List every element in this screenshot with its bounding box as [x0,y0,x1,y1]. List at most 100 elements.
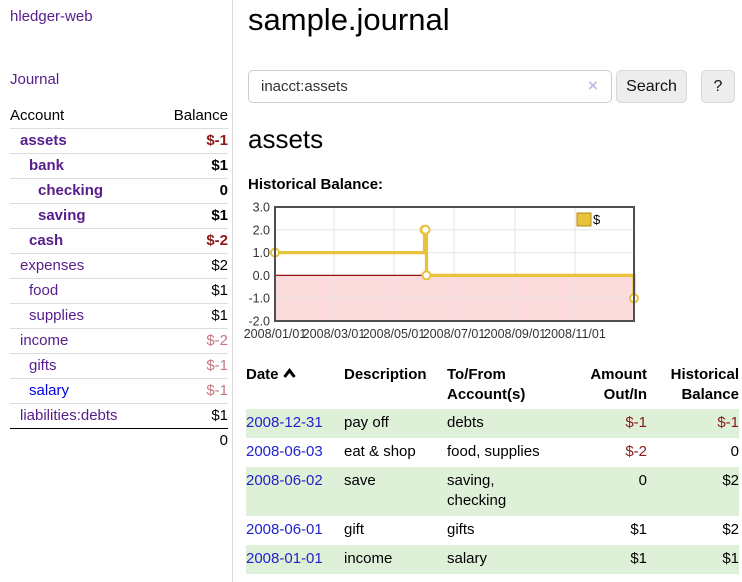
chart-x-tick-label: 2008/11/01 [544,327,606,341]
chart-y-tick-label: 3.0 [253,202,270,215]
transaction-description-cell: gift [344,521,365,538]
register-row: 2008-12-31 pay off debts $-1 $-1 [246,409,739,438]
transaction-balance-cell: $1 [722,550,739,567]
search-input[interactable] [248,70,612,103]
account-balance: $-1 [154,128,228,154]
chart-x-tick-label: 2008/03/01 [303,327,366,341]
transaction-description-cell: save [344,472,376,489]
account-row: saving $1 [10,203,228,229]
account-link-expenses[interactable]: expenses [20,257,85,274]
account-row: salary $-1 [10,378,228,404]
account-link-checking[interactable]: checking [38,182,104,199]
transaction-accounts-cell: food, supplies [447,443,540,460]
account-balance: $1 [154,203,228,229]
account-row: checking 0 [10,178,228,204]
account-row: bank $1 [10,153,228,179]
accounts-table: Account Balance assets $-1 bank $1 checking 0… [10,104,228,453]
register-row: 2008-01-01 income salary $1 $1 [246,545,739,574]
account-row: liabilities:debts $1 [10,403,228,429]
transaction-date-cell: 2008-06-03 [246,438,344,467]
transaction-amount-cell: $-2 [625,443,647,460]
chart-data-point[interactable] [420,224,431,235]
account-balance: $1 [154,153,228,179]
transaction-date-cell: 2008-06-01 [246,516,344,545]
help-button[interactable]: ? [701,70,735,103]
account-balance: $2 [154,253,228,279]
search-button[interactable]: Search [616,70,687,103]
accounts-table-header: Account Balance [10,104,228,129]
transaction-amount-cell: 0 [638,472,647,489]
register-column-description: Description [344,366,427,383]
register-column-balance: Historical Balance [670,366,739,403]
account-link-assets[interactable]: assets [20,132,67,149]
main-content: sample.journal × Search ? assets Histori… [244,0,742,582]
account-row: supplies $1 [10,303,228,329]
account-balance: $1 [154,403,228,429]
transaction-balance-cell: $2 [722,521,739,538]
accounts-total-row: 0 [10,429,228,454]
register-column-accounts: To/From Account(s) [447,366,526,403]
account-link-liabilities-debts[interactable]: liabilities:debts [20,407,118,424]
account-link-gifts[interactable]: gifts [29,357,57,374]
account-link-cash[interactable]: cash [29,232,64,249]
page-title: sample.journal [248,2,450,37]
transaction-date-link[interactable]: 2008-12-31 [246,414,323,431]
account-link-income[interactable]: income [20,332,69,349]
account-link-food[interactable]: food [29,282,59,299]
account-link-salary[interactable]: salary [29,382,70,399]
account-row: cash $-2 [10,228,228,254]
transaction-balance-cell: $-1 [717,414,739,431]
chart-legend-swatch [576,212,592,227]
account-link-supplies[interactable]: supplies [29,307,85,324]
sidebar: hledger-web Journal Account Balance asse… [0,0,233,582]
accounts-total-spacer [10,429,155,454]
chart-y-tick-label: -1.0 [248,292,270,306]
account-title: assets [248,124,324,154]
app-brand-link[interactable]: hledger-web [10,8,93,25]
account-row: income $-2 [10,328,228,354]
chart-y-tick-label: 2.0 [253,223,270,237]
register-table: Date Description To/From Account(s) Amou… [246,363,739,574]
account-balance: $1 [154,278,228,304]
transaction-amount-cell: $1 [630,550,647,567]
transaction-accounts-cell: debts [447,414,484,431]
chart-x-tick-label: 2008/09/01 [484,327,547,341]
account-balance: $-2 [154,328,228,354]
chart-x-tick-label: 2008/01/01 [244,327,307,341]
transaction-accounts-cell: gifts [447,521,475,538]
register-column-amount: Amount Out/In [590,366,647,403]
sidebar-item-journal[interactable]: Journal [10,71,60,88]
account-balance: 0 [154,178,228,204]
account-balance: $-2 [154,228,228,254]
chart-legend-label: $ [593,212,601,227]
transaction-date-link[interactable]: 2008-01-01 [246,550,323,567]
transaction-accounts-cell: salary [447,550,488,567]
chart-y-tick-label: 1.0 [253,246,270,260]
account-link-saving[interactable]: saving [38,207,86,224]
register-row: 2008-06-03 eat & shop food, supplies $-2 0 [246,438,739,467]
chart-data-point[interactable] [421,270,432,281]
transaction-date-link[interactable]: 2008-06-01 [246,521,323,538]
historical-balance-chart: 3.0 2.0 1.0 0.0 -1.0 -2.02008/01/012008/03/01… [244,202,639,341]
accounts-column-balance: Balance [154,104,228,129]
account-link-bank[interactable]: bank [29,157,65,174]
chart-y-tick-label: 0.0 [253,269,270,283]
accounts-column-account: Account [10,104,155,129]
transaction-amount-cell: $-1 [625,414,647,431]
clear-search-icon[interactable]: × [588,76,598,95]
transaction-description-cell: income [344,550,393,567]
register-row: 2008-06-01 gift gifts $1 $2 [246,516,739,545]
transaction-date-cell: 2008-12-31 [246,409,344,438]
register-column-date[interactable]: Date [246,363,344,409]
transaction-balance-cell: $2 [722,472,739,489]
chart-x-tick-label: 2008/05/01 [363,327,426,341]
transaction-date-link[interactable]: 2008-06-02 [246,472,323,489]
chart-title-label: Historical Balance: [248,176,384,193]
search-form: × Search ? [248,70,742,104]
transaction-description-cell: eat & shop [344,443,416,460]
transaction-amount-cell: $1 [630,521,647,538]
transaction-balance-cell: 0 [730,443,739,460]
account-row: assets $-1 [10,128,228,154]
transaction-date-link[interactable]: 2008-06-03 [246,443,323,460]
transaction-date-cell: 2008-01-01 [246,545,344,574]
